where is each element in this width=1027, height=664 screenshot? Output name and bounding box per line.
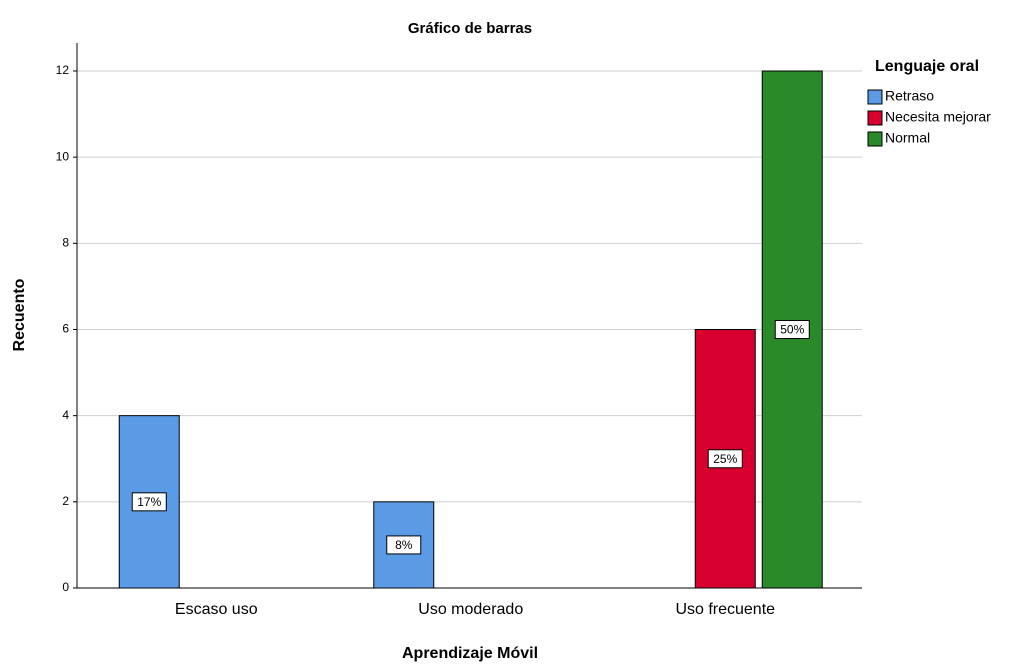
data-label-box	[131, 492, 167, 512]
chart-title: Gráfico de barras	[408, 20, 532, 37]
x-tick-label: Uso moderado	[418, 601, 523, 618]
legend-label: Normal	[885, 130, 930, 146]
data-label: 50%	[780, 323, 804, 337]
y-tick-label: 4	[62, 408, 69, 422]
data-label-box	[386, 535, 422, 555]
y-tick-label: 10	[56, 149, 70, 163]
y-tick-label: 8	[62, 236, 69, 250]
y-tick-label: 6	[62, 322, 69, 336]
x-tick-label: Uso frecuente	[675, 601, 775, 618]
x-axis-title: Aprendizaje Móvil	[402, 645, 538, 662]
legend-title: Lenguaje oral	[875, 58, 979, 75]
legend-label: Necesita mejorar	[885, 109, 991, 125]
data-label: 17%	[137, 495, 161, 509]
legend-label: Retraso	[885, 88, 934, 104]
y-tick-label: 12	[56, 63, 70, 77]
data-label-box	[707, 449, 743, 469]
x-tick-label: Escaso uso	[175, 601, 258, 618]
legend-swatch	[867, 110, 883, 126]
data-label: 25%	[713, 452, 737, 466]
data-label: 8%	[395, 538, 413, 552]
y-tick-label: 2	[62, 494, 69, 508]
legend-swatch	[867, 131, 883, 147]
legend-swatch	[867, 89, 883, 105]
y-tick-label: 0	[62, 580, 69, 594]
y-axis-title: Recuento	[11, 278, 28, 351]
data-label-box	[774, 320, 810, 340]
